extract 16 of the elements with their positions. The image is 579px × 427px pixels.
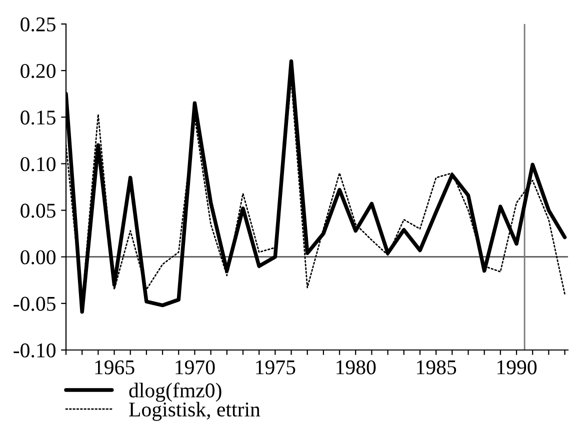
x-tick-label: 1985: [417, 360, 456, 374]
x-tick-label: 1975: [256, 360, 296, 374]
x-tick-label: 1980: [336, 360, 376, 374]
x-tick-label: 1970: [176, 360, 215, 374]
legend-label: dlog(fmz0): [129, 382, 222, 402]
x-tick-label: 1990: [498, 360, 537, 374]
x-tick-label: 1965: [95, 360, 134, 374]
y-tick-label: 0.20: [20, 64, 56, 78]
y-tick-label: 0.15: [20, 110, 56, 125]
y-tick-label: -0.05: [14, 296, 56, 311]
y-tick-label: 0.10: [20, 157, 56, 172]
y-tick-label: 0.25: [20, 17, 56, 32]
legend-label: Logistisk, ettrin: [129, 402, 260, 421]
y-tick-label: 0.05: [20, 204, 56, 218]
y-tick-label: -0.10: [14, 343, 56, 358]
y-tick-label: 0.00: [20, 250, 56, 264]
